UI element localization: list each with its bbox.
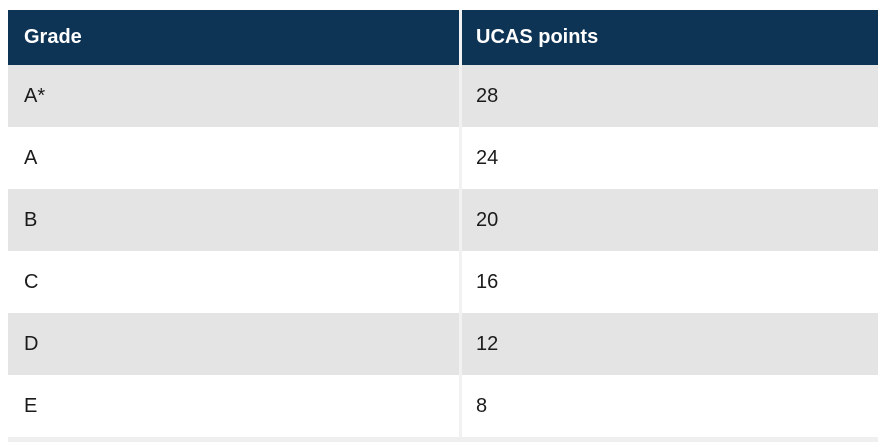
ucas-points-table: Grade UCAS points A* 28 A 24 B 20 C 16 D bbox=[8, 10, 878, 442]
column-header-grade: Grade bbox=[8, 10, 461, 65]
header-row: Grade UCAS points bbox=[8, 10, 878, 65]
table-row: A 24 bbox=[8, 127, 878, 189]
table-row: E 8 bbox=[8, 375, 878, 440]
points-cell: 28 bbox=[459, 65, 878, 127]
grade-cell: D bbox=[8, 313, 461, 375]
table-row: B 20 bbox=[8, 189, 878, 251]
points-cell: 8 bbox=[459, 375, 878, 440]
table-header: Grade UCAS points bbox=[8, 10, 878, 65]
table-row: D 12 bbox=[8, 313, 878, 375]
table-row: C 16 bbox=[8, 251, 878, 313]
grade-cell: A* bbox=[8, 65, 461, 127]
grade-cell: A bbox=[8, 127, 461, 189]
table-row: A* 28 bbox=[8, 65, 878, 127]
points-cell: 24 bbox=[459, 127, 878, 189]
points-cell: 12 bbox=[459, 313, 878, 375]
table-body: A* 28 A 24 B 20 C 16 D 12 E 8 bbox=[8, 65, 878, 440]
points-cell: 16 bbox=[459, 251, 878, 313]
grade-cell: E bbox=[8, 375, 461, 440]
grade-cell: C bbox=[8, 251, 461, 313]
grade-cell: B bbox=[8, 189, 461, 251]
column-header-ucas-points: UCAS points bbox=[459, 10, 878, 65]
points-cell: 20 bbox=[459, 189, 878, 251]
